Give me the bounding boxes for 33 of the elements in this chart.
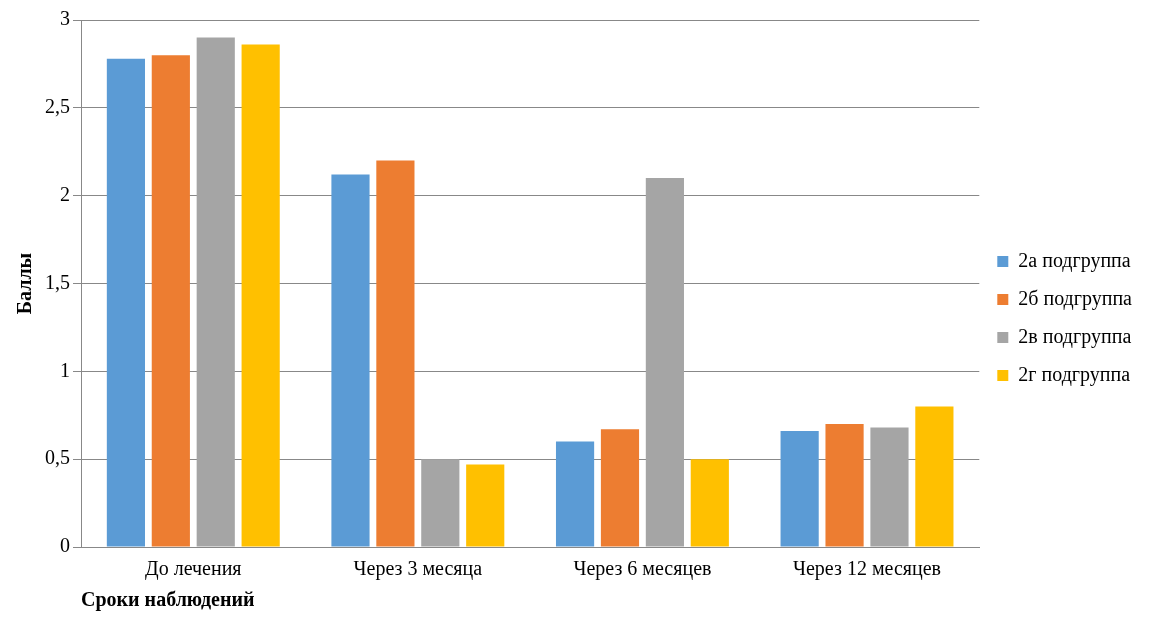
x-tick-label: Через 12 месяцев: [793, 557, 942, 581]
y-tick-label: 2,5: [45, 95, 70, 118]
bar: [915, 406, 954, 547]
bar: [331, 174, 370, 547]
y-tick-label: 3: [60, 7, 70, 30]
legend-label: 2а подгруппа: [1018, 248, 1131, 272]
legend-label: 2г подгруппа: [1018, 362, 1131, 386]
bar: [645, 178, 684, 547]
legend-label: 2в подгруппа: [1018, 324, 1132, 348]
y-tick-label: 2: [60, 182, 70, 205]
bar: [151, 55, 190, 547]
x-tick-label: До лечения: [145, 557, 242, 581]
y-tick-label: 1: [60, 358, 70, 381]
y-axis-title: Баллы: [13, 252, 36, 315]
y-tick-label: 0: [60, 534, 70, 557]
bar: [690, 459, 729, 547]
bar: [825, 424, 864, 547]
x-axis-title: Сроки наблюдений: [81, 588, 255, 612]
x-tick-label: Через 6 месяцев: [573, 557, 712, 581]
bar: [870, 427, 909, 547]
bar: [196, 37, 235, 547]
bar: [241, 44, 280, 547]
legend-label: 2б подгруппа: [1018, 286, 1133, 310]
bar: [106, 58, 145, 547]
bar: [466, 464, 505, 547]
x-tick-label: Через 3 месяца: [353, 557, 483, 581]
y-tick-label: 0,5: [45, 446, 70, 469]
bar: [780, 431, 819, 547]
bar: [600, 429, 640, 547]
bar: [421, 459, 460, 547]
y-tick-label: 1,5: [45, 270, 70, 293]
bar: [555, 441, 595, 547]
bar: [376, 160, 415, 547]
